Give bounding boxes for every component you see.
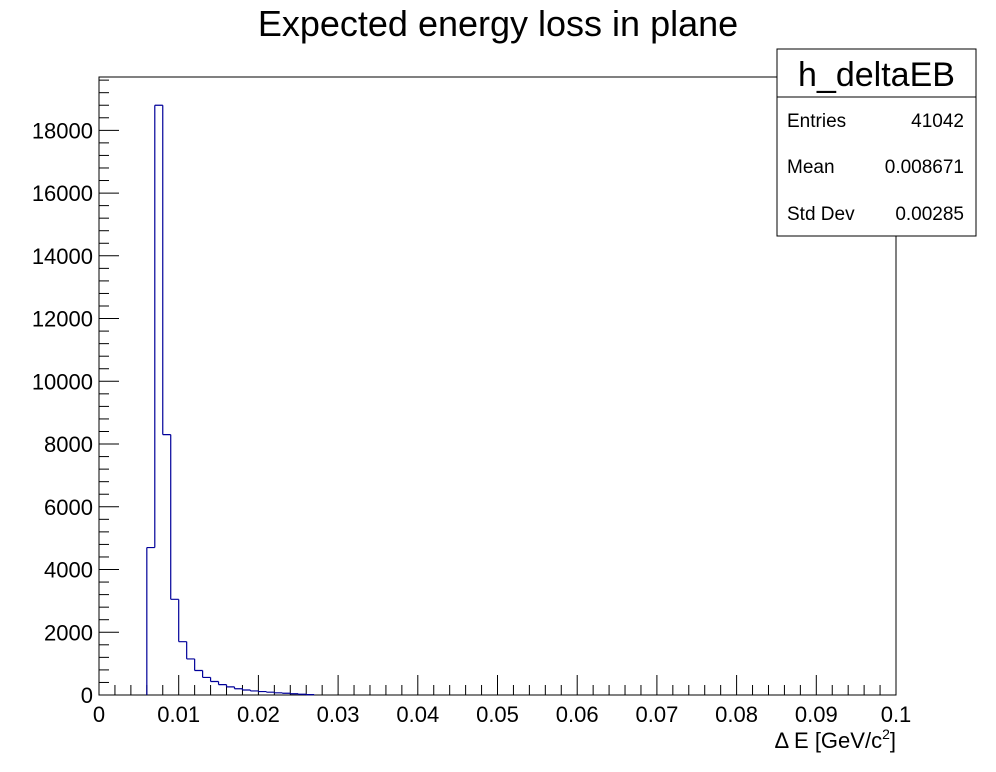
x-tick-label: 0.09 xyxy=(795,702,838,727)
stats-mean-value: 0.008671 xyxy=(885,157,964,178)
histogram-bin xyxy=(179,642,187,695)
histogram-series xyxy=(146,104,315,696)
stats-stddev-label: Std Dev xyxy=(787,204,855,225)
x-tick-label: 0.01 xyxy=(157,702,200,727)
y-tick-label: 4000 xyxy=(44,558,93,583)
histogram-bin xyxy=(171,599,179,695)
stats-mean-label: Mean xyxy=(787,157,835,178)
y-tick-label: 18000 xyxy=(32,118,93,143)
stats-box-frame xyxy=(776,48,977,237)
histogram-bin xyxy=(258,692,266,695)
chart-title: Expected energy loss in plane xyxy=(258,3,738,44)
histogram-bin xyxy=(234,689,242,695)
histogram-outline xyxy=(146,104,315,696)
histogram-bin xyxy=(195,671,203,695)
histogram-bin xyxy=(155,105,163,695)
stats-entries-value: 41042 xyxy=(911,111,964,132)
x-tick-label: 0.06 xyxy=(556,702,599,727)
histogram-bin xyxy=(274,693,282,695)
y-tick-label: 10000 xyxy=(32,369,93,394)
histogram-bin xyxy=(147,548,155,695)
histogram-bin xyxy=(211,682,219,695)
x-tick-label: 0.08 xyxy=(715,702,758,727)
x-tick-label: 0 xyxy=(93,702,105,727)
histogram-bin xyxy=(298,694,306,695)
y-tick-label: 6000 xyxy=(44,495,93,520)
stats-box-name: h_deltaEB xyxy=(798,56,955,94)
x-tick-label: 0.02 xyxy=(237,702,280,727)
histogram-bin xyxy=(227,687,235,695)
stats-stddev-value: 0.00285 xyxy=(895,204,964,225)
y-axis: 0 2000 4000 6000 8000 10000 12000 14000 16000 180… xyxy=(32,79,119,708)
x-tick-label: 0.05 xyxy=(476,702,519,727)
y-tick-label: 2000 xyxy=(44,620,93,645)
y-tick-label: 16000 xyxy=(32,181,93,206)
y-tick-label: 12000 xyxy=(32,307,93,332)
histogram-bin xyxy=(250,691,258,695)
x-tick-label: 0.04 xyxy=(396,702,439,727)
histogram-bin xyxy=(219,685,227,695)
x-axis: 0 0.01 0.02 0.03 0.04 0.05 0.06 0.07 0.08 0.09 0.1 xyxy=(93,675,911,727)
x-tick-label: 0.07 xyxy=(635,702,678,727)
y-tick-label: 14000 xyxy=(32,244,93,269)
histogram-bin xyxy=(203,677,211,695)
histogram-bin xyxy=(242,690,250,695)
histogram-bin xyxy=(290,694,298,695)
histogram-bin xyxy=(187,659,195,695)
stats-entries-label: Entries xyxy=(787,111,846,132)
stats-box: h_deltaEB Entries 41042 Mean 0.008671 St… xyxy=(776,48,977,237)
histogram-bin xyxy=(282,693,290,695)
y-tick-label: 8000 xyxy=(44,432,93,457)
histogram-bin xyxy=(266,692,274,695)
y-tick-label: 0 xyxy=(81,683,93,708)
x-tick-label: 0.1 xyxy=(881,702,912,727)
histogram-bin xyxy=(163,435,171,695)
x-axis-title: Δ E [GeV/c2] xyxy=(774,726,896,753)
x-tick-label: 0.03 xyxy=(317,702,360,727)
